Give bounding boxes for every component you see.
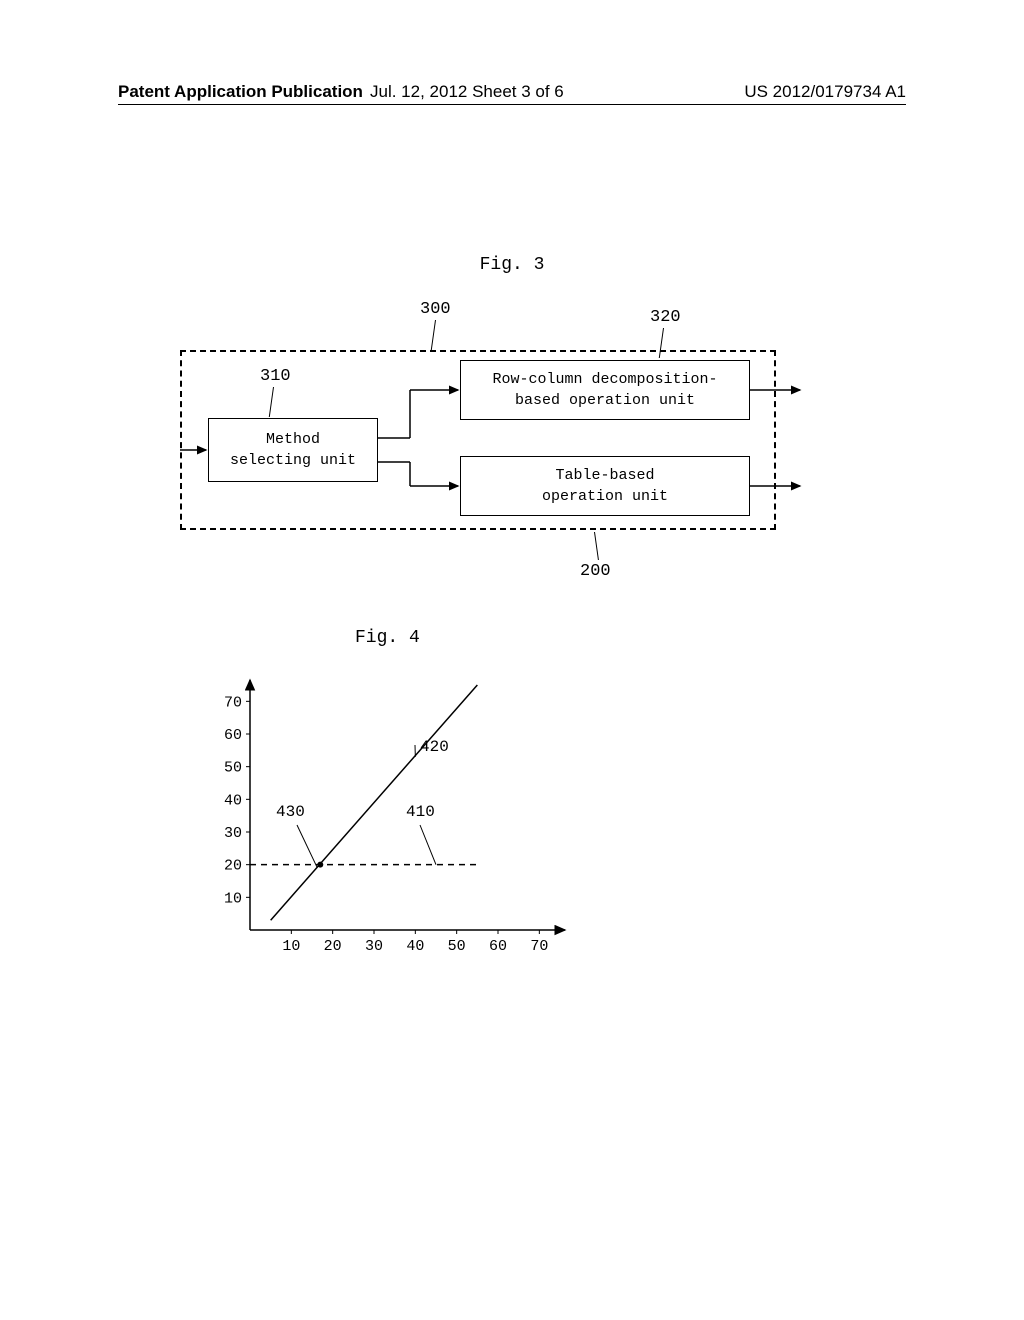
fig3-diagram: 300 320 310 200 Method selecting unit Ro… <box>180 300 800 590</box>
fig4-chart: 10 20 30 40 50 60 70 10 20 30 40 50 60 70 420 430 410 <box>210 670 610 980</box>
ref-410: 410 <box>406 803 435 821</box>
svg-text:50: 50 <box>224 760 242 777</box>
svg-text:60: 60 <box>489 938 507 955</box>
fig4-label: Fig. 4 <box>355 628 420 648</box>
svg-text:30: 30 <box>224 825 242 842</box>
ref-430: 430 <box>276 803 305 821</box>
svg-text:20: 20 <box>324 938 342 955</box>
fig4-svg: 10 20 30 40 50 60 70 10 20 30 40 50 60 70 <box>210 670 610 980</box>
svg-text:20: 20 <box>224 858 242 875</box>
svg-text:60: 60 <box>224 727 242 744</box>
fig3-arrows <box>180 300 820 590</box>
page-header: Patent Application Publication Jul. 12, … <box>0 82 1024 102</box>
header-center: Jul. 12, 2012 Sheet 3 of 6 <box>370 82 564 102</box>
svg-text:40: 40 <box>406 938 424 955</box>
svg-text:70: 70 <box>224 694 242 711</box>
svg-text:10: 10 <box>224 890 242 907</box>
svg-text:40: 40 <box>224 792 242 809</box>
header-rule <box>118 104 906 105</box>
header-left: Patent Application Publication <box>118 82 363 102</box>
header-right: US 2012/0179734 A1 <box>744 82 906 102</box>
svg-text:30: 30 <box>365 938 383 955</box>
svg-text:10: 10 <box>282 938 300 955</box>
ref-420: 420 <box>420 738 449 756</box>
svg-text:70: 70 <box>530 938 548 955</box>
svg-text:50: 50 <box>448 938 466 955</box>
fig3-label: Fig. 3 <box>480 255 545 275</box>
